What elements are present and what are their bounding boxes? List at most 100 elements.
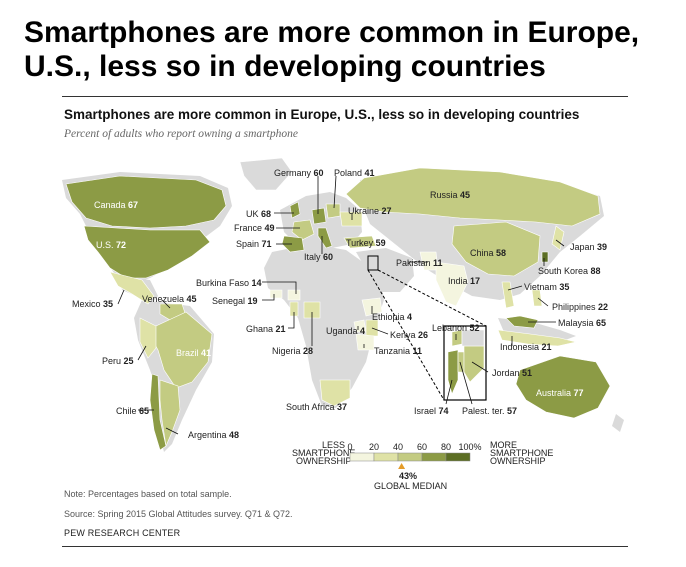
country-name: Kenya bbox=[390, 330, 418, 340]
inset-land bbox=[461, 329, 485, 347]
leader-israel bbox=[445, 379, 453, 405]
label-uganda: Uganda 4 bbox=[326, 326, 365, 336]
leader-poland bbox=[333, 175, 337, 209]
leader-philippines bbox=[537, 297, 549, 307]
label-south-africa: South Africa 37 bbox=[286, 402, 347, 412]
country-vietnam bbox=[501, 281, 515, 309]
country-name: Philippines bbox=[552, 302, 598, 312]
country-value: 51 bbox=[522, 368, 532, 378]
chart-title: Smartphones are more common in Europe, U… bbox=[64, 107, 580, 122]
country-name: Tanzania bbox=[374, 346, 413, 356]
country-name: Turkey bbox=[346, 238, 376, 248]
country-name: Argentina bbox=[188, 430, 229, 440]
label-russia: Russia 45 bbox=[430, 190, 470, 200]
country-philippines bbox=[531, 289, 543, 307]
legend-tick-label: 100% bbox=[458, 442, 481, 452]
leader-jordan bbox=[471, 361, 489, 373]
country-value: 35 bbox=[559, 282, 569, 292]
label-ethiopia: Ethiopia 4 bbox=[372, 312, 412, 322]
country-name: UK bbox=[246, 209, 261, 219]
country-value: 58 bbox=[496, 248, 506, 258]
country-china bbox=[451, 221, 541, 277]
country-name: Brazil bbox=[176, 348, 201, 358]
legend-bin bbox=[445, 452, 471, 462]
country-value: 4 bbox=[360, 326, 365, 336]
legend-tick-label: 40 bbox=[393, 442, 403, 452]
legend-tick-label: 0 bbox=[347, 442, 352, 452]
legend-tick-label: 20 bbox=[369, 442, 379, 452]
country-value: 35 bbox=[103, 299, 113, 309]
country-value: 88 bbox=[591, 266, 601, 276]
label-turkey: Turkey 59 bbox=[346, 238, 386, 248]
label-jordan: Jordan 51 bbox=[492, 368, 532, 378]
leader-burkina bbox=[262, 281, 297, 294]
country-senegal bbox=[269, 289, 283, 299]
legend-left-2: SMARTPHONE bbox=[292, 448, 355, 458]
label-israel: Israel 74 bbox=[414, 406, 449, 416]
country-italy bbox=[317, 227, 333, 249]
country-value: 14 bbox=[252, 278, 262, 288]
leader-palestine bbox=[459, 361, 473, 405]
country-value: 21 bbox=[542, 342, 552, 352]
legend-bin bbox=[397, 452, 423, 462]
label-indonesia: Indonesia 21 bbox=[500, 342, 552, 352]
country-value: 37 bbox=[337, 402, 347, 412]
country-name: Chile bbox=[116, 406, 139, 416]
label-italy: Italy 60 bbox=[304, 252, 333, 262]
country-name: France bbox=[234, 223, 265, 233]
country-name: Peru bbox=[102, 356, 124, 366]
country-value: 77 bbox=[574, 388, 584, 398]
label-us: U.S. 72 bbox=[96, 240, 126, 250]
leader-japan bbox=[555, 239, 565, 247]
country-value: 19 bbox=[248, 296, 258, 306]
country-value: 22 bbox=[598, 302, 608, 312]
legend-bins bbox=[349, 452, 471, 462]
country-france bbox=[291, 219, 315, 241]
country-value: 21 bbox=[276, 324, 286, 334]
country-value: 17 bbox=[470, 276, 480, 286]
inset-connector-1 bbox=[367, 269, 445, 401]
legend-right-3: OWNERSHIP bbox=[490, 456, 546, 466]
leader-kenya bbox=[371, 327, 389, 335]
country-uk bbox=[289, 201, 301, 219]
label-vietnam: Vietnam 35 bbox=[524, 282, 569, 292]
leader-lines bbox=[117, 175, 565, 435]
country-peru bbox=[139, 317, 157, 359]
label-nigeria: Nigeria 28 bbox=[272, 346, 313, 356]
country-ukraine bbox=[339, 211, 363, 227]
country-greenland bbox=[239, 157, 293, 191]
country-value: 48 bbox=[229, 430, 239, 440]
country-name: Malaysia bbox=[558, 318, 596, 328]
label-palestinian-territories: Palest. ter. 57 bbox=[462, 406, 517, 416]
country-name: Palest. ter. bbox=[462, 406, 507, 416]
country-argentina bbox=[159, 379, 181, 448]
legend-tick-label: 60 bbox=[417, 442, 427, 452]
country-value: 60 bbox=[314, 168, 324, 178]
legend-tick-label: 80 bbox=[441, 442, 451, 452]
country-south-africa bbox=[319, 379, 351, 407]
label-ukraine: Ukraine 27 bbox=[348, 206, 392, 216]
country-value: 65 bbox=[139, 406, 149, 416]
leader-ghana bbox=[288, 312, 295, 329]
organization-credit: PEW RESEARCH CENTER bbox=[64, 528, 181, 538]
country-value: 67 bbox=[128, 200, 138, 210]
country-value: 57 bbox=[507, 406, 517, 416]
country-name: Israel bbox=[414, 406, 439, 416]
land-middle-east bbox=[356, 248, 414, 292]
bottom-rule bbox=[62, 546, 628, 547]
country-south-korea bbox=[541, 251, 549, 263]
label-australia: Australia 77 bbox=[536, 388, 584, 398]
headline: Smartphones are more common in Europe, U… bbox=[24, 16, 640, 83]
label-pakistan: Pakistan 11 bbox=[396, 258, 443, 268]
top-rule bbox=[62, 96, 628, 97]
country-malaysia bbox=[505, 315, 539, 329]
country-us bbox=[83, 225, 211, 279]
legend-left-3: OWNERSHIP bbox=[296, 456, 352, 466]
label-chile: Chile 65 bbox=[116, 406, 149, 416]
country-name: Indonesia bbox=[500, 342, 542, 352]
country-value: 39 bbox=[597, 242, 607, 252]
label-mexico: Mexico 35 bbox=[72, 299, 113, 309]
country-value: 27 bbox=[382, 206, 392, 216]
country-germany bbox=[311, 207, 327, 225]
label-burkina-faso: Burkina Faso 14 bbox=[196, 278, 262, 288]
